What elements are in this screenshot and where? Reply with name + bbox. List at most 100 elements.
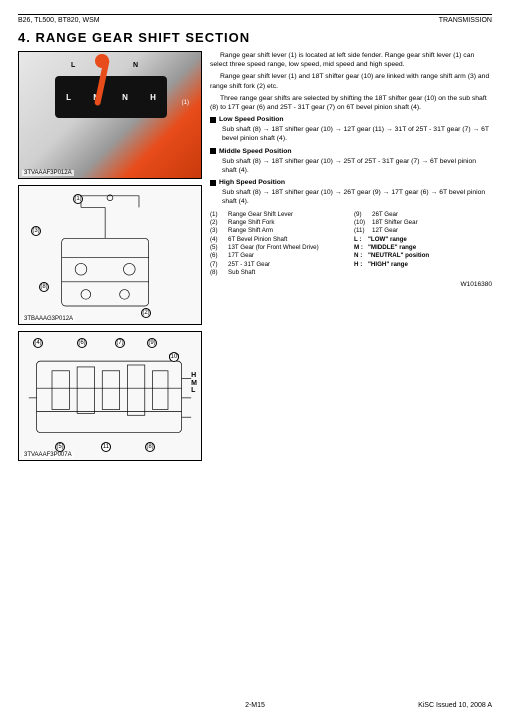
figure3-id: 3TVAAAF3P007A [22, 452, 74, 458]
parts-row: (11)12T Gear [354, 227, 492, 235]
parts-row: (10)18T Shifter Gear [354, 219, 492, 227]
parts-row: (5)13T Gear (for Front Wheel Drive) [210, 244, 348, 252]
figure1-id: 3TVAAAF3P012A [22, 170, 74, 176]
section-number: 4. [18, 30, 31, 45]
side-L: L [191, 387, 197, 395]
mid-head-text: Middle Speed Position [219, 147, 292, 156]
w-number: W1016380 [210, 281, 492, 290]
parts-row: (9)26T Gear [354, 211, 492, 219]
parts-num: (11) [354, 227, 372, 235]
side-M: M [191, 380, 197, 388]
parts-num: L : [354, 236, 368, 244]
gear-panel: L M N L M N H [55, 76, 167, 118]
parts-num: (3) [210, 227, 228, 235]
parts-text: 6T Bevel Pinion Shaft [228, 236, 287, 244]
low-speed-head: Low Speed Position [210, 115, 492, 124]
parts-row: (7)25T - 31T Gear [210, 261, 348, 269]
fig2-c3: (3) [31, 226, 41, 236]
parts-num: (5) [210, 244, 228, 252]
callout-1: (1) [182, 100, 189, 106]
parts-num: M : [354, 244, 368, 252]
figures-column: L M N L M N H (1) 3TVAAAF3P012A [18, 51, 202, 467]
figure-schematic-2: H M L (4) (6) (7) (9) (10) (5) (11) (8) … [18, 331, 202, 461]
fig3-c10: (10) [169, 352, 179, 362]
low-head-text: Low Speed Position [219, 115, 284, 124]
panel-N-top: N [133, 62, 138, 69]
parts-right: (9)26T Gear(10)18T Shifter Gear(11)12T G… [354, 211, 492, 278]
parts-text: Sub Shaft [228, 269, 255, 277]
parts-text: 26T Gear [372, 211, 398, 219]
para-1: Range gear shift lever (1) is located at… [210, 51, 492, 69]
high-speed-head: High Speed Position [210, 178, 492, 187]
parts-row: N :"NEUTRAL" position [354, 252, 492, 260]
parts-text: 25T - 31T Gear [228, 261, 270, 269]
lever-knob [95, 54, 109, 68]
parts-num: (6) [210, 252, 228, 260]
parts-text: 12T Gear [372, 227, 398, 235]
parts-row: (8)Sub Shaft [210, 269, 348, 277]
section-title: 4. RANGE GEAR SHIFT SECTION [18, 30, 492, 45]
parts-num: H : [354, 261, 368, 269]
parts-num: (2) [210, 219, 228, 227]
top-rule [18, 14, 492, 15]
figure2-id: 3TBAAAG3P012A [22, 316, 75, 322]
page-header: B26, TL500, BT820, WSM TRANSMISSION [18, 17, 492, 24]
mid-speed-head: Middle Speed Position [210, 147, 492, 156]
parts-row: (3)Range Shift Arm [210, 227, 348, 235]
figure-photo: L M N L M N H (1) 3TVAAAF3P012A [18, 51, 202, 179]
parts-num: (7) [210, 261, 228, 269]
parts-num: N : [354, 252, 368, 260]
parts-text: "HIGH" range [368, 261, 408, 269]
side-H: H [191, 372, 197, 380]
fig3-c7: (7) [115, 338, 125, 348]
high-head-text: High Speed Position [219, 178, 285, 187]
parts-text: "MIDDLE" range [368, 244, 416, 252]
fig3-c11: (11) [101, 442, 111, 452]
high-speed-text: Sub shaft (8) → 18T shifter gear (10) → … [210, 188, 492, 206]
parts-text: "LOW" range [368, 236, 407, 244]
parts-row: L :"LOW" range [354, 236, 492, 244]
parts-row: (6)17T Gear [210, 252, 348, 260]
header-right: TRANSMISSION [439, 17, 492, 24]
footer-issued: KiSC Issued 10, 2008 A [418, 702, 492, 709]
fig3-c5: (5) [55, 442, 65, 452]
parts-row: (2)Range Shift Fork [210, 219, 348, 227]
panel-H: H [150, 93, 156, 102]
parts-text: 18T Shifter Gear [372, 219, 418, 227]
parts-row: M :"MIDDLE" range [354, 244, 492, 252]
fig3-c4: (4) [33, 338, 43, 348]
section-name: RANGE GEAR SHIFT SECTION [35, 30, 250, 45]
parts-num: (4) [210, 236, 228, 244]
schematic1-svg [23, 190, 197, 321]
header-left: B26, TL500, BT820, WSM [18, 17, 100, 24]
mid-speed-text: Sub shaft (8) → 18T shifter gear (10) → … [210, 157, 492, 175]
figure-schematic-1: (1) (3) (8) (2) 3TBAAAG3P012A [18, 185, 202, 325]
parts-text: "NEUTRAL" position [368, 252, 429, 260]
parts-left: (1)Range Gear Shift Lever(2)Range Shift … [210, 211, 348, 278]
footer-page: 2-M15 [245, 702, 265, 709]
fig3-side-letters: H M L [191, 372, 197, 395]
low-speed-text: Sub shaft (8) → 18T shifter gear (10) → … [210, 125, 492, 143]
fig3-c6: (6) [77, 338, 87, 348]
para-2: Range gear shift lever (1) and 18T shift… [210, 72, 492, 90]
parts-text: Range Shift Arm [228, 227, 273, 235]
parts-row: H :"HIGH" range [354, 261, 492, 269]
parts-text: 13T Gear (for Front Wheel Drive) [228, 244, 319, 252]
text-column: Range gear shift lever (1) is located at… [210, 51, 492, 467]
parts-num: (10) [354, 219, 372, 227]
fig2-c1: (1) [73, 194, 83, 204]
panel-L-top: L [71, 62, 75, 69]
fig2-c2: (2) [141, 308, 151, 318]
parts-num: (8) [210, 269, 228, 277]
fig2-c8: (8) [39, 282, 49, 292]
panel-N: N [122, 93, 128, 102]
parts-text: 17T Gear [228, 252, 254, 260]
parts-num: (1) [210, 211, 228, 219]
fig3-c9: (9) [147, 338, 157, 348]
parts-text: Range Gear Shift Lever [228, 211, 293, 219]
parts-num: (9) [354, 211, 372, 219]
parts-row: (4)6T Bevel Pinion Shaft [210, 236, 348, 244]
page-footer: 2-M15 KiSC Issued 10, 2008 A [18, 702, 492, 709]
fig3-c8: (8) [145, 442, 155, 452]
parts-row: (1)Range Gear Shift Lever [210, 211, 348, 219]
